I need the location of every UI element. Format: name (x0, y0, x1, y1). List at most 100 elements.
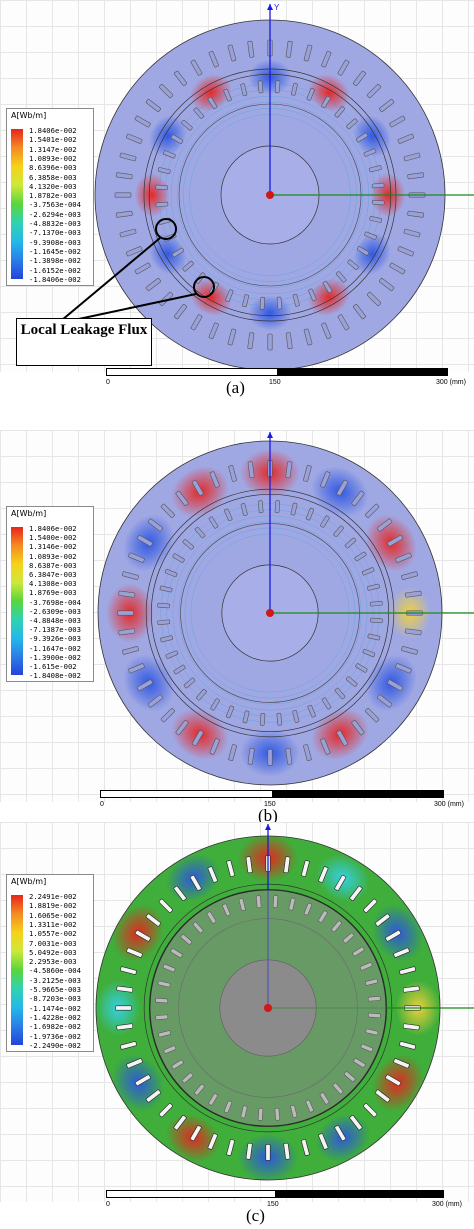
legend-value: -3.2125e-003 (29, 975, 81, 985)
stator-slot (366, 291, 382, 307)
stator-slot (247, 40, 255, 58)
stator-slot (134, 929, 151, 942)
stator-slot (337, 59, 350, 76)
stator-slot (301, 860, 310, 877)
rotor-slot (240, 83, 248, 97)
rotor-slot (173, 664, 186, 675)
stator-slot (228, 465, 237, 482)
legend-value: 6.3847e-003 (29, 570, 77, 579)
legend-value: -1.6152e-002 (29, 265, 81, 275)
legend-value: -1.615e-002 (29, 662, 77, 671)
scale-label-mid: 150 (264, 801, 276, 808)
rotor-slot (291, 82, 298, 96)
stator-slot (303, 328, 313, 346)
stator-slot (134, 115, 151, 128)
legend-value: 2.2953e-003 (29, 957, 77, 967)
rotor-slot (356, 246, 370, 256)
stator-slot (395, 663, 412, 674)
stator-slot (349, 885, 363, 901)
local-leakage-flux-callout: Local Leakage Flux (16, 318, 152, 366)
stator-slot (208, 50, 219, 68)
stator-slot (208, 322, 219, 340)
rotor-slot (305, 507, 315, 521)
legend-value: 1.5401e-002 (29, 135, 77, 145)
rotor-slot (183, 677, 196, 689)
rotor-slot (193, 107, 205, 119)
rotor-slot (259, 713, 266, 726)
legend-title: A[Wb/m] (11, 111, 47, 120)
rotor-slot (171, 247, 185, 258)
legend-value: -1.1647e-002 (29, 643, 81, 653)
stator-slot (385, 929, 402, 942)
legend-value: -4.5860e-004 (29, 966, 81, 976)
rotor-slot (274, 80, 281, 94)
field-concentration (353, 233, 391, 275)
stator-slot (115, 210, 133, 218)
stator-slot (226, 860, 235, 877)
rotor-slot (346, 118, 358, 130)
stator-slot (125, 133, 143, 144)
stator-slot (245, 856, 253, 874)
legend-c: A[Wb/m] 2.2491e-002 1.8819e-002 1.6065e-… (6, 874, 94, 1052)
scale-bar-frame (106, 1190, 444, 1198)
legend-value: -7.1387e-003 (29, 625, 81, 635)
rotor-slot (164, 568, 178, 578)
rotor-slot (354, 551, 367, 562)
rotor-slot (364, 231, 377, 240)
stator-slot (363, 898, 378, 913)
rotor-slot (210, 698, 220, 711)
legend-value: -8.7203e-003 (29, 994, 81, 1004)
stator-slot (321, 322, 332, 340)
y-axis-arrow (267, 4, 273, 10)
legend-value: 4.1320e-003 (29, 181, 77, 191)
y-axis-arrow (267, 432, 273, 438)
stator-slot (247, 461, 255, 479)
stator-slot (173, 1115, 187, 1131)
stator-slot (191, 730, 204, 747)
stator-slot (285, 461, 293, 479)
scale-bar-frame (100, 790, 444, 798)
rotor-slot (369, 216, 383, 223)
field-concentration (149, 233, 187, 275)
legend-value: 1.8406e-002 (29, 524, 77, 533)
stator-slot (227, 44, 237, 62)
stator-slot (318, 866, 329, 883)
stator-slot (283, 1142, 291, 1160)
rotor-slot (257, 80, 264, 94)
rotor-slot (322, 280, 333, 294)
rotor-slot (292, 710, 300, 723)
rotor-slot (344, 537, 357, 549)
motor-field-plot-c (95, 824, 474, 1182)
stator-slot (336, 730, 349, 747)
stator-slot (267, 749, 273, 766)
panel-b: A[Wb/m] 1.8406e-002 1.5400e-002 1.3146e-… (0, 430, 474, 830)
legend-value: -1.8408e-002 (29, 671, 81, 681)
legend-value: -2.6294e-003 (29, 209, 81, 219)
stator-slot (301, 1139, 310, 1156)
panel-c: A[Wb/m] 2.2491e-002 1.8819e-002 1.6065e-… (0, 822, 474, 1229)
scale-label-end: 300 (mm) (432, 1201, 462, 1208)
rotor-slot (345, 676, 358, 687)
rotor-slot (355, 663, 368, 673)
rotor-slot (242, 710, 250, 724)
rotor-slot (181, 119, 193, 131)
legend-b: A[Wb/m] 1.8406e-002 1.5400e-002 1.3146e-… (6, 506, 94, 682)
stator-slot (126, 947, 143, 958)
legend-value: 1.3146e-002 (29, 542, 77, 552)
motor-field-plot-b (97, 432, 474, 786)
stator-slot (126, 1058, 143, 1069)
stator-slot (285, 747, 293, 765)
stator-slot (120, 966, 137, 975)
stator-slot (320, 738, 331, 755)
rotor-slot (165, 650, 179, 659)
legend-value: 7.0031e-003 (29, 938, 77, 948)
field-concentration (134, 173, 170, 217)
legend-value: 2.2491e-002 (29, 892, 77, 901)
stator-slot (387, 534, 404, 547)
origin-marker (266, 191, 274, 199)
legend-value: -1.1474e-002 (29, 1003, 81, 1013)
legend-value: 1.0893e-002 (29, 551, 77, 561)
rotor-slot (274, 500, 281, 513)
rotor-slot (225, 705, 235, 719)
rotor-slot (371, 182, 385, 189)
